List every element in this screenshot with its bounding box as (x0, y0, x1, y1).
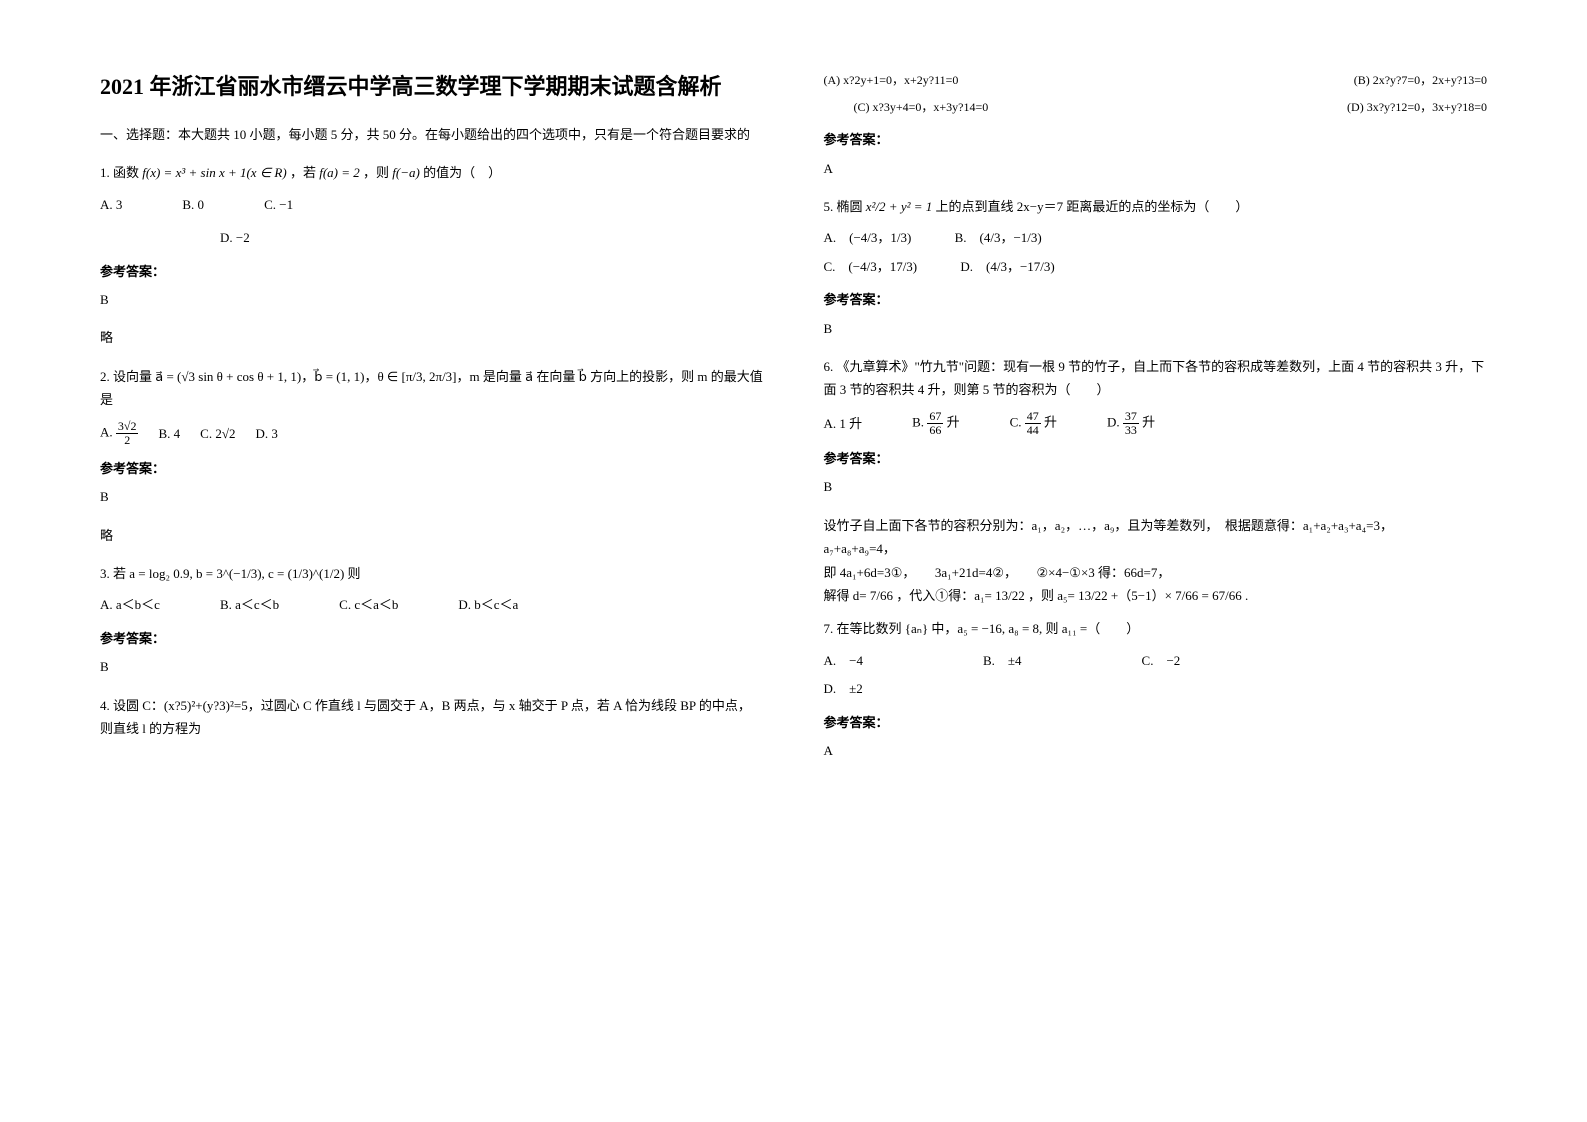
q4-optB: (B) 2x?y?7=0，2x+y?13=0 (1354, 70, 1487, 92)
q5-optB: B. (4/3，−1/3) (955, 230, 1042, 245)
q1-fneg: f(−a) (392, 165, 420, 180)
q4-options-row1: (A) x?2y+1=0，x+2y?11=0 (B) 2x?y?7=0，2x+y… (824, 70, 1488, 92)
q5-optA: A. (−4/3，1/3) (824, 230, 912, 245)
q1-answer-label: 参考答案： (100, 260, 764, 283)
q6-optD: D. 37 33 升 (1107, 410, 1155, 437)
q2-optD: D. 3 (255, 422, 277, 445)
q3-optD: D. b＜c＜a (458, 593, 518, 616)
question-1: 1. 函数 f(x) = x³ + sin x + 1(x ∈ R) ，若 f(… (100, 161, 764, 184)
q6-optC-den: 44 (1025, 424, 1041, 437)
q2-optA-prefix: A. (100, 424, 116, 439)
q6-optC-prefix: C. (1010, 414, 1025, 429)
q6-optB-prefix: B. (912, 414, 927, 429)
q6-optD-suffix: 升 (1142, 414, 1155, 429)
q2-answer-label: 参考答案： (100, 457, 764, 480)
q7-optA: A. −4 (824, 649, 863, 672)
q5-tail: 上的点到直线 2x−y＝7 距离最近的点的坐标为（ ） (936, 199, 1249, 214)
q6-optD-den: 33 (1123, 424, 1139, 437)
q1-note: 略 (100, 326, 764, 349)
q2-optA-den: 2 (116, 434, 139, 447)
q1-fx: f(x) = x³ + sin x + 1(x ∈ R) (142, 165, 286, 180)
q6-optA: A. 1 升 (824, 412, 863, 435)
q5-optC: C. (−4/3，17/3) (824, 259, 918, 274)
q6-optB-num: 67 (927, 410, 943, 424)
q1-optA: A. 3 (100, 193, 122, 216)
right-column: (A) x?2y+1=0，x+2y?11=0 (B) 2x?y?7=0，2x+y… (824, 70, 1488, 1052)
q7-optD: D. ±2 (824, 677, 1488, 700)
q6-expl4: 解得 d= 7/66 ，代入①得：a₁= 13/22 ，则 a₅= 13/22 … (824, 584, 1488, 607)
question-2: 2. 设向量 a⃗ = (√3 sin θ + cos θ + 1, 1)，b⃗… (100, 365, 764, 412)
q5-eq: x²/2 + y² = 1 (866, 199, 933, 214)
q6-optB-suffix: 升 (947, 414, 960, 429)
q1-mid: ，若 (290, 165, 316, 180)
q6-optB-den: 66 (927, 424, 943, 437)
q7-answer: A (824, 739, 1488, 762)
q6-optB-frac: 67 66 (927, 410, 943, 437)
q2-optA-frac: 3√2 2 (116, 420, 139, 447)
question-3: 3. 若 a = log₂ 0.9, b = 3^(−1/3), c = (1/… (100, 562, 764, 585)
q4-optC: (C) x?3y+4=0，x+3y?14=0 (854, 97, 989, 119)
q6-optC-suffix: 升 (1044, 414, 1057, 429)
q3-optA: A. a＜b＜c (100, 593, 160, 616)
q6-optD-num: 37 (1123, 410, 1139, 424)
q7-optC: C. −2 (1142, 649, 1181, 672)
q1-end: ，则 (363, 165, 389, 180)
q5-prefix: 5. 椭圆 (824, 199, 863, 214)
q6-optC: C. 47 44 升 (1010, 410, 1057, 437)
q6-expl3: 即 4a₁+6d=3①， 3a₁+21d=4②， ②×4−①×3 得：66d=7… (824, 561, 1488, 584)
q6-optB: B. 67 66 升 (912, 410, 959, 437)
q6-optC-num: 47 (1025, 410, 1041, 424)
question-5: 5. 椭圆 x²/2 + y² = 1 上的点到直线 2x−y＝7 距离最近的点… (824, 195, 1488, 218)
q3-answer-label: 参考答案： (100, 627, 764, 650)
q3-options: A. a＜b＜c B. a＜c＜b C. c＜a＜b D. b＜c＜a (100, 593, 764, 616)
q6-optD-prefix: D. (1107, 414, 1123, 429)
q6-optC-frac: 47 44 (1025, 410, 1041, 437)
section-heading: 一、选择题：本大题共 10 小题，每小题 5 分，共 50 分。在每小题给出的四… (100, 123, 764, 146)
q5-options-row2: C. (−4/3，17/3) D. (4/3，−17/3) (824, 255, 1488, 278)
q4-options-row2: (C) x?3y+4=0，x+3y?14=0 (D) 3x?y?12=0，3x+… (824, 97, 1488, 119)
q5-optD: D. (4/3，−17/3) (960, 259, 1054, 274)
page-title: 2021 年浙江省丽水市缙云中学高三数学理下学期期末试题含解析 (100, 70, 764, 103)
q4-optD: (D) 3x?y?12=0，3x+y?18=0 (1347, 97, 1487, 119)
q1-tail: 的值为（ ） (423, 165, 501, 180)
q5-answer: B (824, 317, 1488, 340)
q5-options-row1: A. (−4/3，1/3) B. (4/3，−1/3) (824, 226, 1488, 249)
q6-expl2: a₇+a₈+a₉=4， (824, 537, 1488, 560)
q4-answer: A (824, 157, 1488, 180)
q1-optC: C. −1 (264, 193, 293, 216)
left-column: 2021 年浙江省丽水市缙云中学高三数学理下学期期末试题含解析 一、选择题：本大… (100, 70, 764, 1052)
q2-optA: A. 3√2 2 (100, 420, 138, 447)
q2-text: 2. 设向量 a⃗ = (√3 sin θ + cos θ + 1, 1)，b⃗… (100, 369, 763, 407)
q4-answer-label: 参考答案： (824, 128, 1488, 151)
q2-options: A. 3√2 2 B. 4 C. 2√2 D. 3 (100, 420, 764, 447)
question-6: 6. 《九章算术》"竹九节"问题：现有一根 9 节的竹子，自上而下各节的容积成等… (824, 355, 1488, 402)
q6-answer: B (824, 475, 1488, 498)
q3-answer: B (100, 655, 764, 678)
q3-optB: B. a＜c＜b (220, 593, 279, 616)
q2-optC: C. 2√2 (200, 422, 235, 445)
question-4: 4. 设圆 C：(x?5)²+(y?3)²=5，过圆心 C 作直线 l 与圆交于… (100, 694, 764, 741)
q7-answer-label: 参考答案： (824, 711, 1488, 734)
q1-optD: D. −2 (220, 226, 764, 249)
q1-prefix: 1. 函数 (100, 165, 139, 180)
q1-optB: B. 0 (182, 193, 204, 216)
q7-options-row1: A. −4 B. ±4 C. −2 (824, 649, 1488, 672)
q6-expl1: 设竹子自上面下各节的容积分别为：a₁，a₂，…，a₉，且为等差数列， 根据题意得… (824, 514, 1488, 537)
question-7: 7. 在等比数列 {aₙ} 中，a₅ = −16, a₈ = 8, 则 a₁₁ … (824, 617, 1488, 640)
q7-optB: B. ±4 (983, 649, 1022, 672)
q2-optB: B. 4 (158, 422, 180, 445)
q6-optD-frac: 37 33 (1123, 410, 1139, 437)
q1-answer: B (100, 288, 764, 311)
q5-answer-label: 参考答案： (824, 288, 1488, 311)
q3-optC: C. c＜a＜b (339, 593, 398, 616)
q1-options: A. 3 B. 0 C. −1 (100, 193, 764, 216)
q1-fa: f(a) = 2 (319, 165, 360, 180)
q4-optA: (A) x?2y+1=0，x+2y?11=0 (824, 70, 959, 92)
q2-note: 略 (100, 524, 764, 547)
q6-options: A. 1 升 B. 67 66 升 C. 47 44 升 D. 37 33 升 (824, 410, 1488, 437)
q2-answer: B (100, 485, 764, 508)
q2-optA-num: 3√2 (116, 420, 139, 434)
q6-answer-label: 参考答案： (824, 447, 1488, 470)
